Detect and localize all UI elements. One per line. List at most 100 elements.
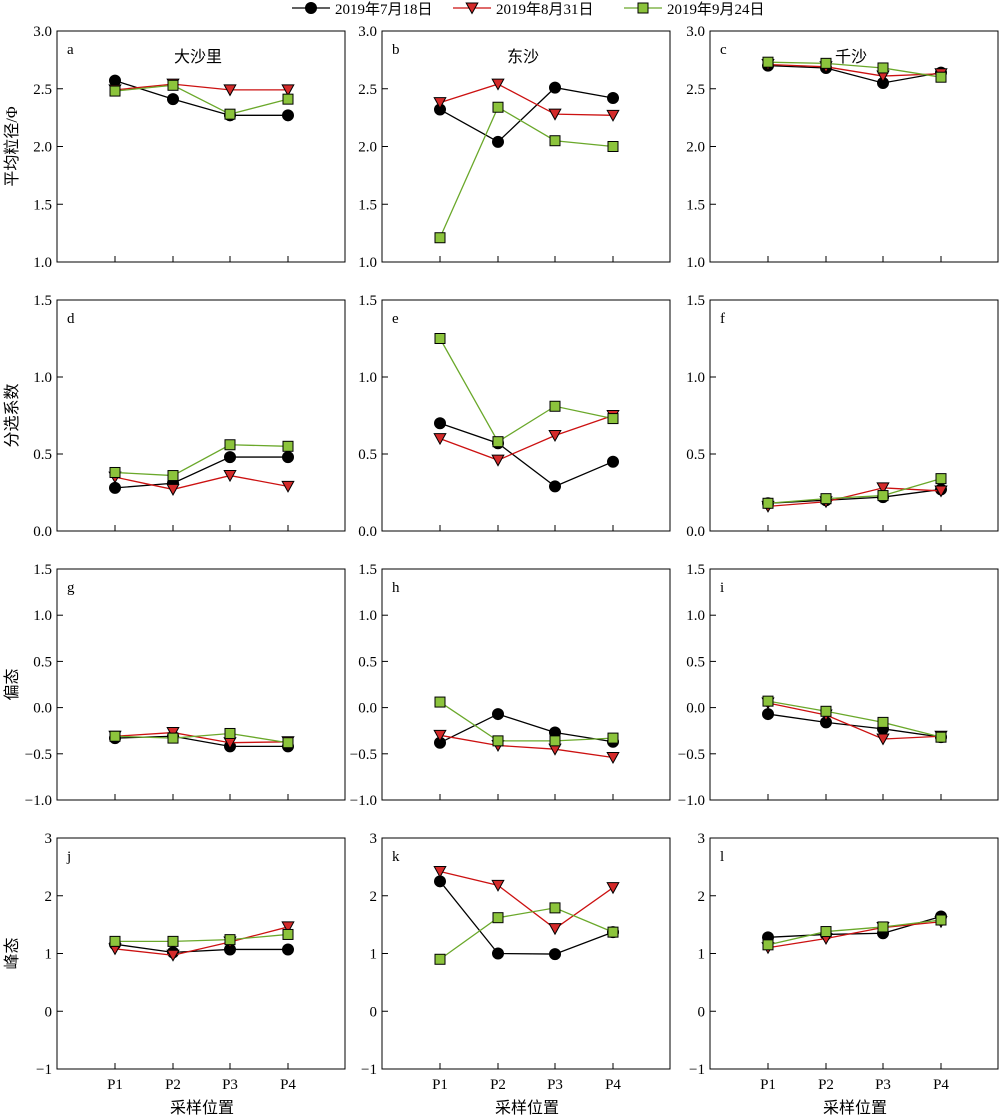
data-point	[109, 85, 121, 97]
series-line	[114, 83, 288, 91]
data-point	[877, 921, 889, 933]
data-point	[491, 78, 505, 91]
data-point	[876, 733, 890, 746]
y-tick-label: 0.5	[686, 447, 705, 463]
data-point	[549, 81, 561, 94]
y-tick-label: 0.5	[33, 447, 52, 463]
series-line	[114, 943, 288, 953]
data-point	[224, 934, 236, 946]
panel-d: 0.0 0.5 1.0 1.5 d	[33, 293, 346, 540]
plot-frame	[56, 568, 346, 801]
y-tick-label: 1.0	[358, 370, 377, 386]
data-point	[935, 71, 947, 83]
y-tick-label: 2.5	[686, 82, 705, 98]
series-line	[767, 478, 942, 504]
series-line	[439, 734, 614, 759]
panel-f: 0.0 0.5 1.0 1.5 f	[686, 293, 999, 540]
y-tick-label: 3	[45, 831, 53, 847]
panel-g: −1.0 −0.5 0.0 0.5 1.0 1.5 g	[25, 562, 346, 809]
series-line	[767, 915, 942, 938]
y-axis-label: 分选系数	[3, 383, 21, 447]
data-point	[434, 232, 446, 244]
series-line	[767, 702, 942, 740]
y-tick-label: 2.0	[33, 140, 52, 156]
x-tick-label: P2	[490, 1077, 506, 1093]
panel-h: −1.0 −0.5 0.0 0.5 1.0 1.5 h	[350, 562, 671, 809]
series-3	[762, 695, 947, 743]
data-point	[224, 439, 236, 451]
x-tick-label: P4	[933, 1077, 949, 1093]
data-point	[282, 93, 294, 105]
data-point	[223, 84, 237, 97]
series-1	[109, 451, 294, 494]
y-axis-label: 偏态	[3, 668, 21, 700]
x-tick-label: P4	[605, 1077, 621, 1093]
series-1	[434, 417, 619, 493]
panel-k: −1 0 1 2 3 P1 P2 P3 P4 k	[361, 831, 671, 1093]
legend-entry: 2019年9月24日	[624, 1, 765, 18]
y-tick-label: 1.5	[686, 562, 705, 578]
data-point	[549, 400, 561, 412]
data-point	[762, 56, 774, 68]
data-point	[607, 732, 619, 744]
x-tick-label: P2	[165, 1077, 181, 1093]
series-line	[114, 80, 288, 116]
data-point	[109, 481, 121, 494]
data-point	[606, 882, 620, 895]
y-tick-label: 3.0	[686, 24, 705, 40]
data-point	[433, 433, 447, 446]
series-line	[767, 63, 942, 77]
y-tick-label: 0.5	[358, 654, 377, 670]
data-point	[282, 928, 294, 940]
y-tick-label: −1.0	[678, 793, 705, 809]
data-point	[820, 705, 832, 717]
data-point	[607, 91, 619, 104]
panel-j: −1 0 1 2 3 P1 P2 P3 P4 j	[36, 831, 346, 1093]
y-tick-label: 3.0	[33, 24, 52, 40]
series-line	[767, 921, 942, 949]
series-3	[762, 473, 947, 509]
data-point	[762, 695, 774, 707]
series-1	[434, 875, 619, 961]
series-3	[434, 902, 619, 965]
plot-frame	[709, 299, 999, 532]
data-point	[167, 470, 179, 482]
data-point	[548, 923, 562, 936]
legend-label: 2019年8月31日	[496, 1, 594, 18]
data-point	[606, 751, 620, 765]
data-point	[492, 912, 504, 924]
data-point	[877, 490, 889, 502]
plot-frame	[381, 568, 671, 801]
x-axis-label: 采样位置	[823, 1099, 887, 1117]
legend: 2019年7月18日 2019年8月31日 2019年9月24日	[292, 1, 765, 18]
data-point	[549, 902, 561, 914]
panel-title: 东沙	[507, 48, 539, 66]
series-line	[115, 933, 289, 943]
data-point	[491, 454, 505, 467]
panel-letter: h	[392, 580, 400, 596]
y-tick-label: 2	[45, 889, 53, 905]
series-3	[434, 696, 619, 747]
series-3	[762, 56, 947, 83]
data-point	[282, 737, 294, 749]
series-1	[434, 81, 619, 148]
y-tick-label: 0	[698, 1004, 706, 1020]
panel-letter: g	[67, 580, 75, 596]
legend-label: 2019年7月18日	[335, 1, 433, 18]
y-tick-label: 2.0	[358, 140, 377, 156]
legend-entry: 2019年7月18日	[292, 1, 433, 18]
series-2	[433, 78, 620, 122]
series-2	[433, 729, 620, 765]
data-point	[167, 732, 179, 744]
data-point	[492, 708, 504, 721]
y-tick-label: 1.0	[33, 370, 52, 386]
y-tick-label: 1.0	[686, 255, 705, 271]
data-point	[434, 333, 446, 344]
y-tick-label: 1	[45, 947, 53, 963]
data-point	[433, 865, 447, 879]
panel-letter: a	[67, 42, 74, 58]
x-tick-label: P1	[107, 1077, 123, 1093]
series-1	[434, 708, 619, 749]
